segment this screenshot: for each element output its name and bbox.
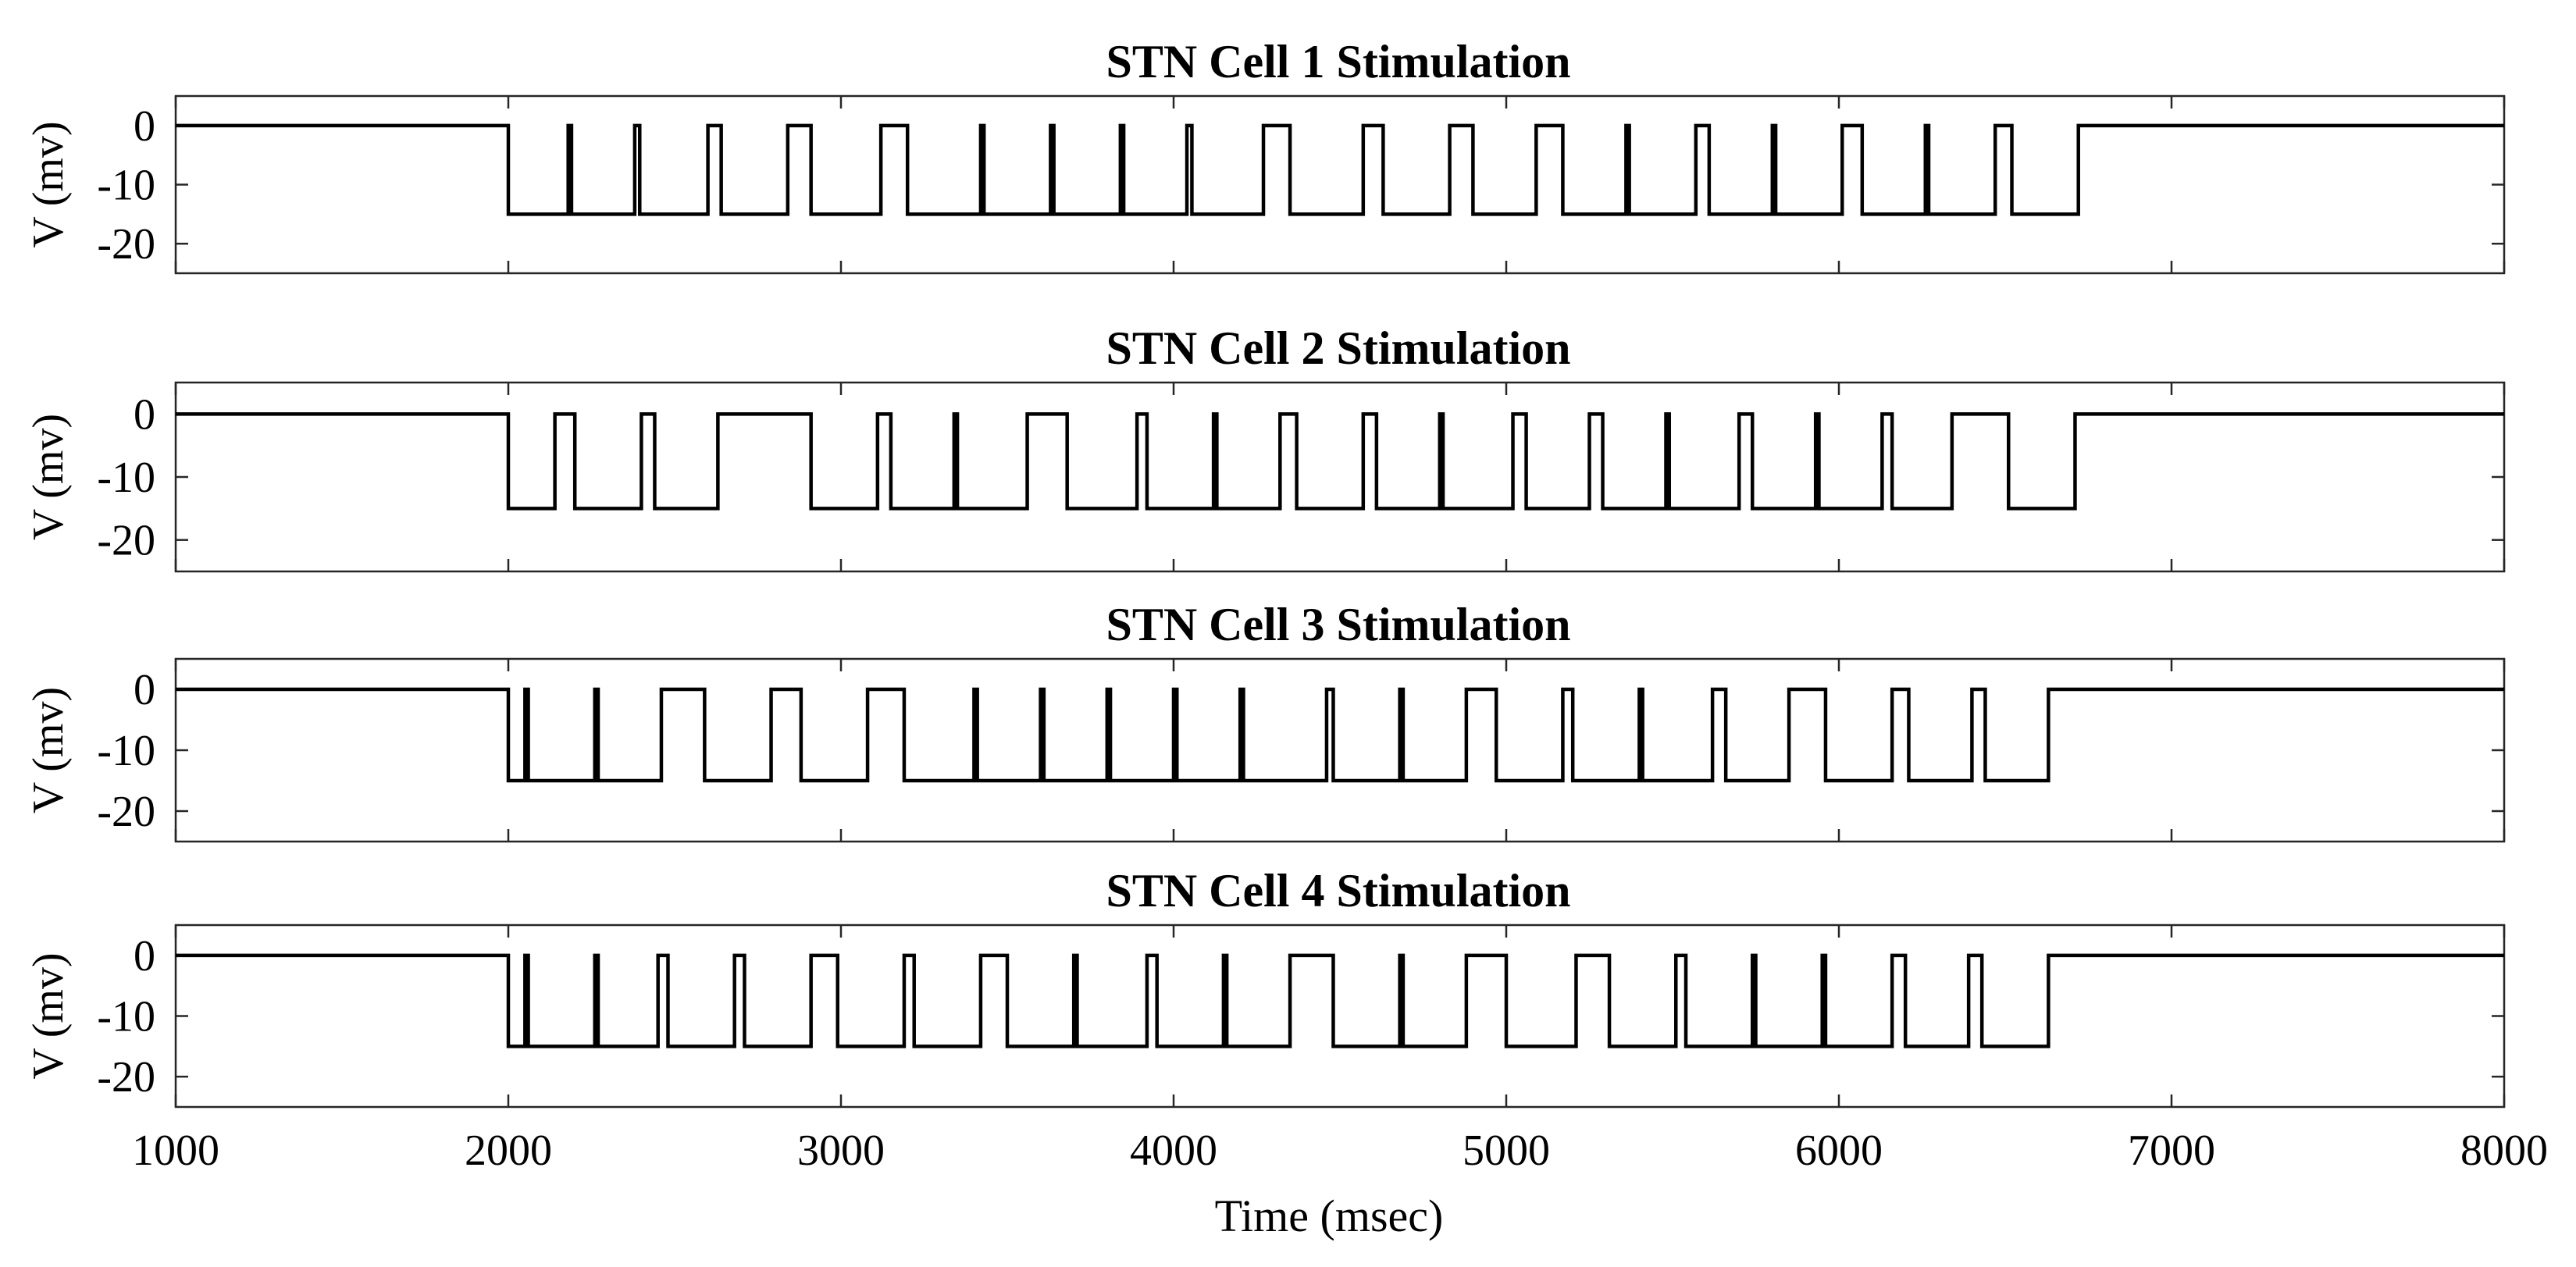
panel-title: STN Cell 3 Stimulation — [1106, 599, 1570, 650]
x-tick-label: 7000 — [2128, 1126, 2215, 1175]
voltage-trace — [176, 953, 2504, 1048]
y-tick-label: -10 — [97, 727, 155, 775]
axes-frame — [174, 381, 2506, 573]
y-axis-label: V (mv) — [24, 952, 73, 1079]
panel-title: STN Cell 1 Stimulation — [1106, 36, 1570, 87]
y-tick-label: 0 — [134, 666, 155, 714]
y-tick-label: 0 — [134, 932, 155, 981]
voltage-trace — [176, 123, 2504, 216]
axes-frame — [174, 94, 2506, 275]
y-tick-label: -20 — [97, 220, 155, 269]
x-tick-label: 2000 — [465, 1126, 552, 1175]
y-tick-label: -10 — [97, 162, 155, 210]
y-tick-label: -20 — [97, 1053, 155, 1102]
x-tick-label: 3000 — [797, 1126, 885, 1175]
y-tick-label: 0 — [134, 390, 155, 439]
panel-title: STN Cell 2 Stimulation — [1106, 322, 1570, 374]
x-tick-label: 4000 — [1130, 1126, 1217, 1175]
panel-title: STN Cell 4 Stimulation — [1106, 865, 1570, 916]
y-axis-label: V (mv) — [24, 121, 73, 247]
panel-3: STN Cell 3 Stimulation 0 -10 -20 V (mv) — [24, 599, 2506, 843]
x-tick-label: 6000 — [1795, 1126, 1883, 1175]
voltage-trace — [176, 687, 2504, 783]
panel-2: STN Cell 2 Stimulation 0 -10 -20 V (mv) — [24, 322, 2506, 573]
x-tick-label: 1000 — [132, 1126, 219, 1175]
panel-4: STN Cell 4 Stimulation 0 -10 -20 V (mv) — [24, 865, 2506, 1109]
x-axis-label: Time (msec) — [1215, 1190, 1444, 1241]
y-tick-label: -10 — [97, 993, 155, 1041]
y-tick-label: -20 — [97, 517, 155, 565]
y-tick-label: -20 — [97, 788, 155, 836]
voltage-trace — [176, 412, 2504, 511]
y-tick-label: 0 — [134, 102, 155, 151]
x-tick-label: 8000 — [2460, 1126, 2548, 1175]
y-axis-label: V (mv) — [24, 414, 73, 540]
y-axis-label: V (mv) — [24, 687, 73, 813]
panel-1: STN Cell 1 Stimulation 0 -10 -20 V (mv) — [24, 36, 2506, 275]
y-tick-label: -10 — [97, 454, 155, 502]
x-tick-label: 5000 — [1463, 1126, 1550, 1175]
x-axis: 1000 2000 3000 4000 5000 6000 7000 8000 — [132, 1126, 2548, 1175]
